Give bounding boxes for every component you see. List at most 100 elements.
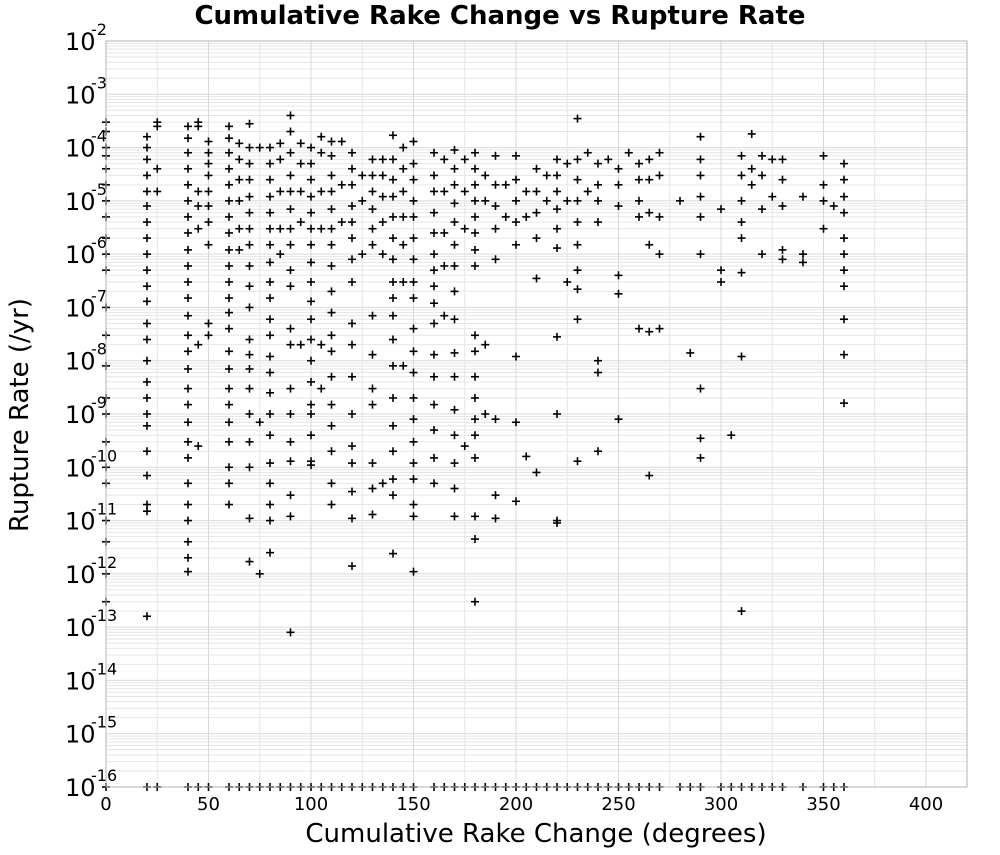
data-point (143, 319, 151, 328)
data-point (450, 431, 459, 440)
data-point (143, 335, 151, 344)
data-point (778, 255, 787, 264)
data-point (645, 155, 654, 164)
data-point (348, 459, 356, 468)
data-point (450, 484, 459, 493)
data-point (225, 261, 233, 270)
data-point (368, 484, 377, 493)
data-point (553, 171, 561, 180)
data-point (696, 192, 705, 201)
data-point (348, 278, 356, 287)
data-point (327, 400, 336, 409)
data-point (245, 384, 254, 393)
data-point (266, 548, 274, 557)
data-point (522, 212, 531, 221)
data-point (430, 228, 438, 237)
data-point (307, 377, 315, 386)
data-point (532, 274, 541, 283)
data-point (225, 148, 233, 157)
y-tick-exponent: -2 (91, 20, 107, 39)
data-point (225, 479, 233, 488)
y-tick-exponent: -7 (91, 286, 107, 305)
data-point (327, 187, 336, 196)
data-point (645, 471, 654, 480)
data-point (378, 479, 387, 488)
data-point (481, 171, 490, 180)
data-point (266, 175, 274, 184)
data-point (614, 415, 623, 424)
data-point (307, 410, 315, 418)
data-point (819, 180, 828, 189)
data-point (409, 255, 418, 264)
data-point (225, 418, 233, 427)
data-point (368, 510, 377, 519)
data-point (532, 164, 541, 173)
data-point (450, 240, 459, 249)
data-point (409, 196, 418, 205)
data-point (266, 240, 274, 249)
data-point (276, 155, 285, 164)
data-point (553, 155, 561, 164)
y-tick-base: 10 (65, 561, 96, 589)
data-point (409, 234, 418, 243)
data-point (471, 164, 479, 173)
data-point (553, 224, 561, 233)
data-point (276, 250, 285, 259)
data-point (696, 384, 705, 393)
data-point (389, 175, 397, 184)
data-point (266, 192, 274, 201)
y-tick-label: 10-9 (65, 393, 107, 429)
data-point (286, 148, 295, 157)
data-point (409, 294, 418, 303)
data-point (399, 361, 408, 370)
data-point (409, 512, 418, 521)
data-point (440, 155, 449, 164)
data-point (829, 202, 838, 211)
data-point (296, 159, 305, 168)
y-tick-base: 10 (65, 774, 96, 802)
data-point (143, 187, 151, 196)
y-tick-base: 10 (65, 81, 96, 109)
data-point (573, 266, 582, 275)
data-point (399, 278, 408, 287)
data-point (225, 164, 233, 173)
data-point (696, 155, 705, 164)
data-point (378, 171, 387, 180)
data-point (266, 278, 274, 287)
data-point (491, 491, 500, 500)
data-point (307, 192, 315, 201)
data-point (758, 205, 766, 214)
data-point (399, 187, 408, 196)
data-point (327, 347, 336, 356)
data-point (245, 364, 254, 373)
data-point (143, 356, 151, 365)
data-point (512, 497, 520, 506)
y-tick-exponent: -10 (91, 446, 117, 465)
data-point (542, 171, 551, 180)
data-point (471, 347, 479, 356)
data-point (778, 245, 787, 254)
data-point (553, 410, 561, 418)
data-point (348, 180, 356, 189)
data-point (840, 159, 848, 168)
data-point (143, 155, 151, 164)
data-point (409, 393, 418, 402)
data-point (758, 171, 766, 180)
data-point (450, 315, 459, 324)
data-point (368, 205, 377, 214)
data-point (225, 324, 233, 333)
data-point (389, 212, 397, 221)
data-point (512, 151, 520, 160)
data-point (512, 218, 520, 227)
data-point (358, 171, 367, 180)
data-point (512, 418, 520, 427)
y-tick-label: 10-2 (65, 20, 107, 56)
data-point (696, 132, 705, 141)
data-point (143, 132, 151, 141)
data-point (235, 224, 244, 233)
x-axis-label: Cumulative Rake Change (degrees) (305, 819, 766, 849)
data-point (266, 368, 274, 377)
data-point (378, 250, 387, 259)
data-point (840, 208, 848, 217)
data-point (184, 294, 192, 303)
